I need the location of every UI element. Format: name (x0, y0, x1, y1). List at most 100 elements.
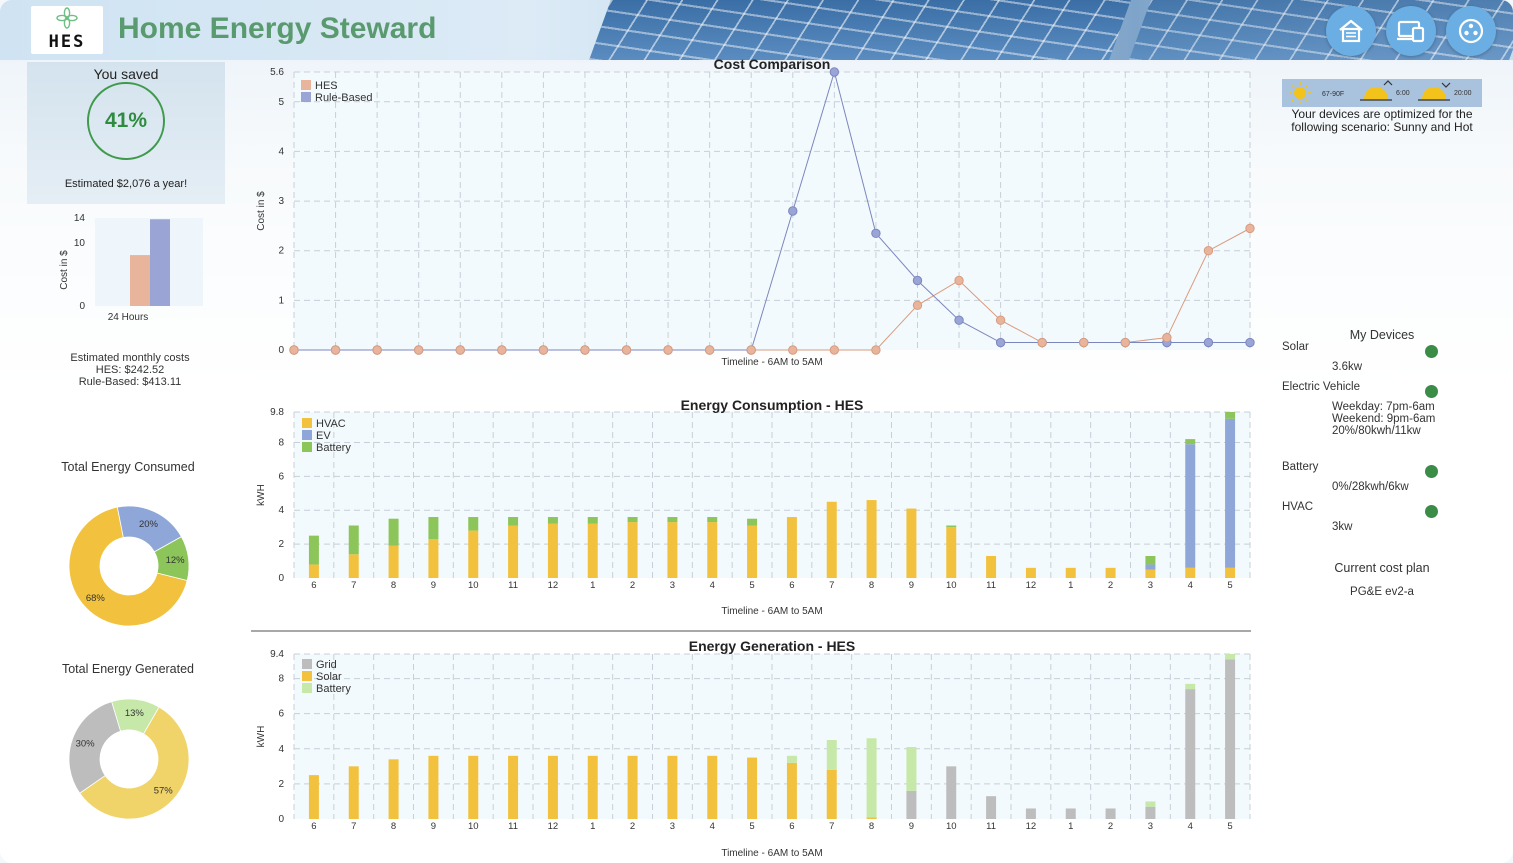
x-tick-label: 9 (431, 821, 436, 832)
leaf-logo-icon (56, 7, 78, 29)
legend-label: Solar (316, 671, 342, 683)
x-tick-label: 11 (986, 580, 996, 591)
data-point (954, 275, 964, 286)
bar-segment (1145, 806, 1156, 819)
bar-segment (1225, 412, 1236, 419)
data-point (538, 345, 549, 355)
y-tick-label: 2 (278, 246, 284, 257)
app-title: Home Energy Steward (118, 12, 437, 45)
x-tick-label: 4 (1188, 580, 1193, 591)
donut-value-label: 57% (154, 785, 174, 796)
x-tick-label: 3 (1148, 821, 1153, 832)
bar-segment (1025, 808, 1036, 819)
legend-label: EV (316, 430, 331, 442)
y-tick-label: 10 (74, 238, 86, 249)
x-tick-label: 10 (946, 580, 957, 591)
bar-segment (1225, 567, 1236, 578)
legend-swatch (302, 430, 312, 440)
total-generated-donut: 57% 30% 13% (68, 698, 190, 820)
x-tick-label: 1 (1068, 821, 1073, 832)
x-tick-label: 3 (670, 580, 675, 591)
bar-segment (1145, 801, 1156, 807)
y-axis-label: kWH (256, 484, 267, 506)
y-tick-label: 9.8 (270, 407, 284, 418)
legend-label: HES (315, 80, 338, 92)
data-point (1079, 337, 1089, 348)
legend-swatch (302, 442, 312, 452)
series-line-1 (294, 70, 1250, 351)
data-point (580, 345, 590, 355)
bar-segment (428, 755, 439, 819)
data-point (1245, 223, 1255, 234)
bar-segment (1185, 689, 1196, 819)
bar-segment (587, 517, 598, 524)
data-point (1245, 337, 1255, 348)
bar-segment (747, 757, 758, 819)
chart-title: Cost Comparison (714, 56, 831, 72)
home-nav-button[interactable] (1326, 6, 1376, 56)
bar-segment (1065, 567, 1076, 578)
donut-value-label: 68% (86, 593, 106, 604)
x-tick-label: 4 (710, 821, 715, 832)
x-tick-label: 11 (508, 821, 518, 832)
data-point (289, 345, 299, 355)
donut-slice (153, 536, 190, 582)
menu-nav-button[interactable] (1446, 6, 1496, 56)
data-point (829, 67, 840, 77)
chart-divider (251, 630, 1251, 632)
bar-segment (826, 740, 837, 770)
y-tick-label: 0 (79, 301, 85, 312)
house-icon (1339, 19, 1363, 43)
bar-segment (826, 501, 837, 578)
x-tick-label: 7 (351, 580, 356, 591)
device-battery-name: Battery (1282, 461, 1319, 473)
x-tick-label: 3 (1148, 580, 1153, 591)
x-tick-label: 12 (548, 580, 559, 591)
x-tick-label: 5 (749, 821, 754, 832)
device-hvac-status (1425, 505, 1438, 518)
legend-label: Battery (316, 683, 351, 695)
y-tick-label: 0 (278, 573, 284, 584)
devices-nav-button[interactable] (1386, 6, 1436, 56)
dots-menu-icon (1458, 18, 1484, 44)
bar-segment (388, 759, 399, 819)
legend-label: Grid (316, 659, 337, 671)
bar-segment (707, 522, 718, 578)
donut-slice (111, 698, 160, 735)
bar-segment (388, 545, 399, 578)
weather-temp: 67-90F (1322, 91, 1344, 98)
savings-label: You saved (93, 66, 159, 82)
bar-segment (348, 766, 359, 819)
total-generated-label: Total Energy Generated (61, 662, 195, 676)
data-point (1120, 337, 1131, 348)
bar-segment (786, 762, 797, 819)
bar-segment (468, 530, 479, 578)
bar-segment (587, 523, 598, 578)
x-tick-label: 8 (869, 821, 874, 832)
device-solar-status (1425, 345, 1438, 358)
x-tick-label: 11 (986, 821, 996, 832)
x-tick-label: 6 (789, 821, 794, 832)
data-point (788, 206, 798, 216)
x-tick-label: 6 (311, 821, 316, 832)
data-point (1203, 337, 1214, 348)
x-tick-label: 9 (431, 580, 436, 591)
x-tick-label: 11 (508, 580, 518, 591)
bar-segment (627, 755, 638, 819)
data-point (455, 345, 465, 355)
x-axis-label: Timeline - 6AM to 5AM (721, 848, 822, 859)
x-tick-label: 1 (590, 821, 595, 832)
bar-segment (547, 523, 558, 578)
y-tick-label: 2 (278, 779, 284, 790)
bar-segment (707, 755, 718, 819)
ev-capacity: 20%/80kwh/11kw (1332, 425, 1421, 437)
x-tick-label: 12 (1026, 821, 1037, 832)
bar-segment (388, 518, 399, 546)
bar-segment (786, 755, 797, 763)
savings-percent: 41% (87, 82, 165, 160)
data-point (871, 345, 881, 355)
bar-segment (946, 766, 957, 819)
app-logo[interactable]: HES (31, 6, 103, 54)
bar-segment (946, 527, 957, 578)
bar-segment (308, 535, 319, 565)
